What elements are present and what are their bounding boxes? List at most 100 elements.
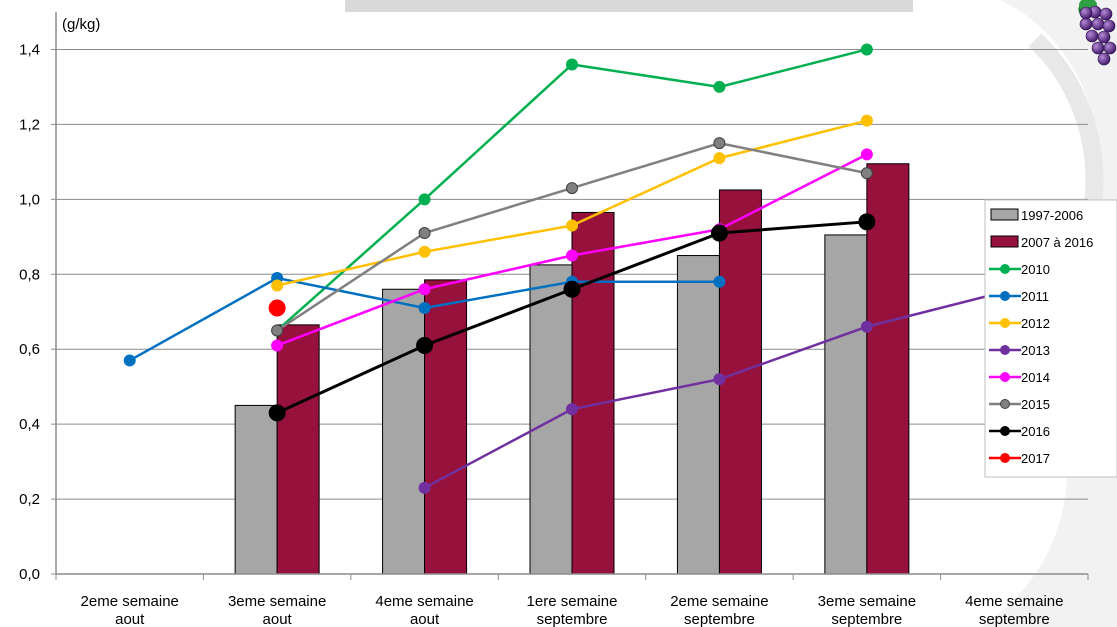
bar (276, 324, 320, 575)
legend: 1997-2006 2007 à 2016 2010 2011 2012 2013 2014… (984, 199, 1117, 478)
legend-marker (1000, 345, 1010, 355)
data-point (271, 339, 284, 352)
grape-berry (1091, 17, 1105, 31)
legend-label: 2016 (1021, 424, 1050, 439)
bar (676, 255, 720, 575)
grape-berry (1102, 19, 1116, 33)
data-point (418, 481, 431, 494)
bar (718, 189, 762, 575)
x-tick-label: 1ere semaine (527, 593, 618, 610)
x-tick-label: 2eme semaine (81, 593, 179, 610)
x-tick-label: 4eme semaine (375, 593, 473, 610)
data-point (418, 301, 431, 314)
data-point (566, 249, 578, 262)
data-point (271, 279, 284, 292)
data-point (271, 324, 284, 337)
x-tick-label: 3eme semaine (818, 593, 916, 610)
legend-label: 2011 (1021, 289, 1049, 304)
data-point (860, 114, 873, 127)
y-axis-label: (g/kg) (62, 16, 100, 33)
bar (424, 279, 468, 575)
data-point (860, 320, 873, 333)
data-point (710, 224, 728, 242)
data-point (418, 283, 431, 296)
data-point (860, 167, 873, 180)
data-point (418, 245, 431, 258)
data-point (123, 354, 136, 367)
legend-marker (1000, 372, 1010, 382)
y-tick-labels: 0,0 0,2 0,4 0,6 0,8 1,0 1,2 1,4 (19, 41, 40, 583)
x-tick-label: septembre (979, 611, 1050, 627)
line-layer (123, 43, 1021, 494)
data-point (858, 213, 876, 231)
y-tick-label: 0,6 (19, 341, 40, 358)
legend-label: 2017 (1021, 451, 1050, 466)
data-point (713, 373, 726, 386)
data-point (860, 148, 873, 161)
y-tick-label: 0,2 (19, 491, 40, 508)
legend-marker (1000, 318, 1010, 328)
legend-label: 2015 (1021, 397, 1050, 412)
x-tick-label: aout (410, 611, 440, 627)
data-point (566, 403, 578, 416)
grape-berry (1097, 30, 1111, 44)
legend-marker (1000, 453, 1010, 463)
legend-label: 2007 à 2016 (1021, 235, 1093, 250)
y-tick-label: 0,8 (19, 266, 40, 283)
bar (234, 404, 278, 575)
data-point (563, 280, 581, 298)
data-point (418, 227, 431, 240)
grape-berry (1103, 41, 1117, 55)
legend-label: 2012 (1021, 316, 1050, 331)
grape-berry (1091, 41, 1105, 55)
data-point (566, 182, 578, 195)
grape-berry (1079, 6, 1093, 20)
legend-swatch (990, 235, 1019, 248)
bar (571, 211, 615, 575)
grape-berry (1079, 17, 1093, 31)
x-tick-label: aout (115, 611, 145, 627)
x-tick-label: 3eme semaine (228, 593, 326, 610)
grape-berry (1097, 52, 1111, 66)
x-tick-label: septembre (831, 611, 902, 627)
data-point (566, 219, 578, 232)
data-point (713, 152, 726, 165)
legend-marker (1000, 291, 1010, 301)
data-point (418, 193, 431, 206)
grape-berry (1085, 29, 1099, 43)
legend-label: 1997-2006 (1021, 208, 1083, 223)
y-tick-label: 1,2 (19, 116, 40, 133)
bar (824, 234, 868, 575)
axes (51, 12, 1089, 580)
legend-swatch (990, 208, 1019, 221)
y-tick-label: 1,4 (19, 41, 40, 58)
x-tick-label: septembre (537, 611, 608, 627)
grape-berry (1099, 7, 1113, 21)
x-tick-label: 4eme semaine (965, 593, 1063, 610)
legend-label: 2013 (1021, 343, 1050, 358)
legend-marker (1000, 426, 1010, 436)
data-point (860, 43, 873, 56)
data-point (268, 404, 286, 422)
top-banner (345, 0, 913, 12)
y-tick-label: 1,0 (19, 191, 40, 208)
data-point (416, 336, 434, 354)
grape-logo (1078, 0, 1117, 66)
data-point (713, 80, 726, 93)
x-tick-label: 2eme semaine (670, 593, 768, 610)
legend-marker (1000, 264, 1010, 274)
data-point (713, 137, 726, 150)
bar (382, 288, 426, 575)
y-tick-label: 0,0 (19, 566, 40, 583)
y-tick-label: 0,4 (19, 416, 40, 433)
x-tick-label: septembre (684, 611, 755, 627)
legend-label: 2014 (1021, 370, 1050, 385)
legend-marker (1000, 399, 1010, 409)
legend-label: 2010 (1021, 262, 1050, 277)
data-point (713, 275, 726, 288)
x-tick-label: aout (263, 611, 293, 627)
data-point (268, 299, 286, 317)
